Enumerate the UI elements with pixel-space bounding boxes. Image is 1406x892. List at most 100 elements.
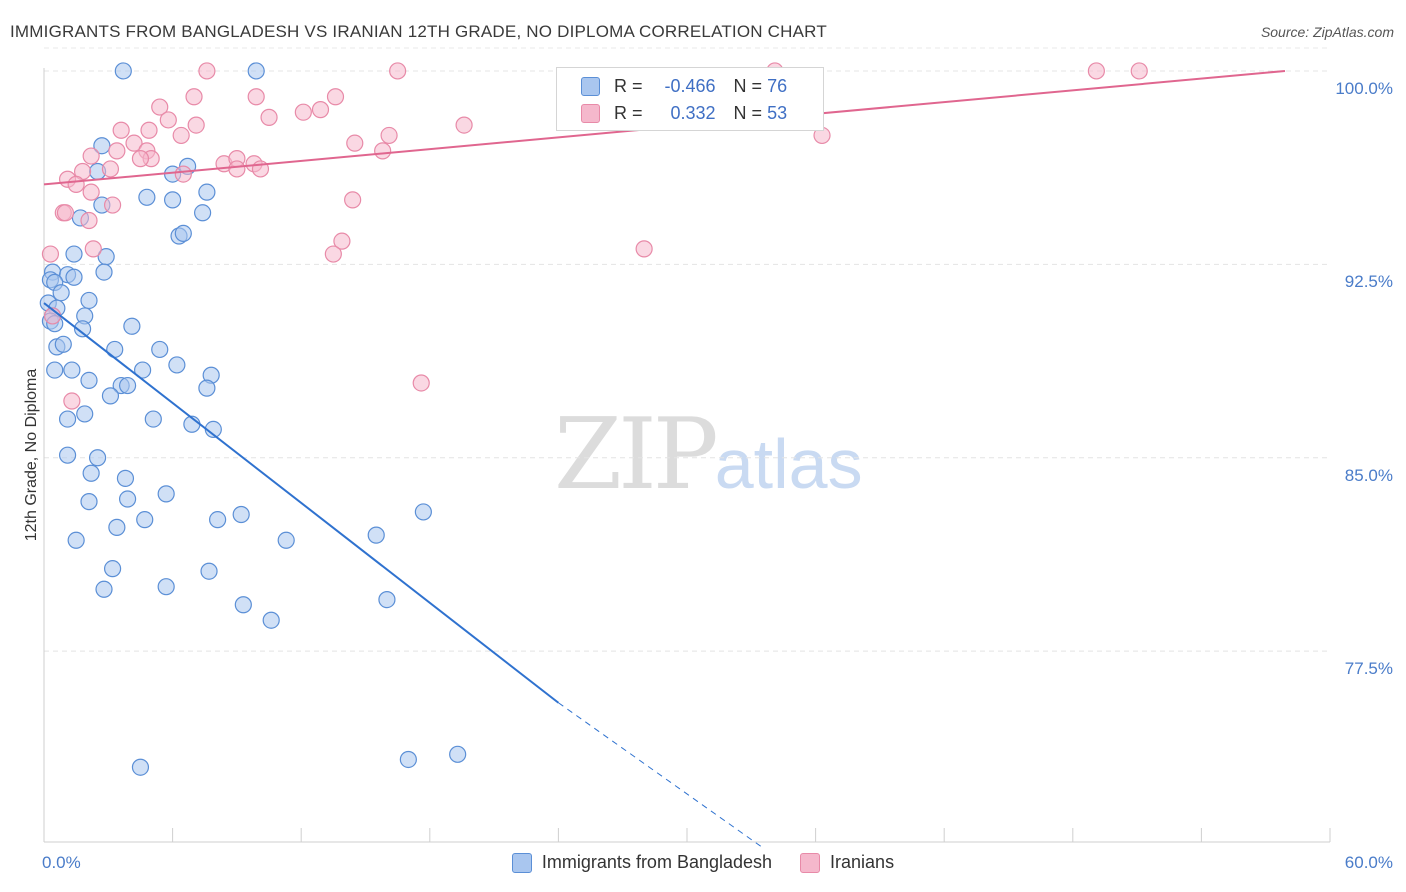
point-bangladesh: [116, 469, 135, 487]
stats-r-label: R =: [614, 102, 643, 123]
point-iranians: [82, 147, 100, 165]
series-bangladesh-points: [39, 62, 467, 776]
y-tick-label: 85.0%: [1344, 465, 1393, 485]
point-iranians: [228, 160, 246, 178]
point-bangladesh: [76, 405, 94, 423]
trend-line-bangladesh-extension: [558, 702, 763, 848]
point-iranians: [1087, 62, 1105, 80]
point-bangladesh: [114, 62, 132, 80]
point-bangladesh: [164, 191, 182, 209]
chart-title: IMMIGRANTS FROM BANGLADESH VS IRANIAN 12…: [10, 22, 827, 41]
point-iranians: [63, 392, 81, 410]
point-bangladesh: [95, 580, 113, 598]
point-iranians: [374, 142, 392, 160]
point-iranians: [151, 98, 169, 116]
point-bangladesh: [399, 750, 417, 769]
point-bangladesh: [378, 590, 396, 609]
point-iranians: [108, 142, 126, 160]
point-bangladesh: [234, 596, 252, 614]
point-bangladesh: [58, 410, 77, 428]
stats-swatch-bangladesh: [581, 76, 600, 96]
x-tick-max: 60.0%: [1344, 853, 1393, 872]
stats-r-value: -0.466: [664, 75, 716, 96]
legend-item-bangladesh: Immigrants from Bangladesh: [511, 852, 772, 873]
axes: [43, 68, 1331, 843]
point-bangladesh: [198, 183, 216, 201]
point-bangladesh: [123, 317, 141, 335]
point-bangladesh: [106, 340, 124, 359]
point-bangladesh: [414, 503, 432, 521]
point-bangladesh: [108, 518, 126, 536]
point-iranians: [174, 165, 192, 183]
watermark: ZIPatlas: [554, 398, 863, 512]
point-bangladesh: [198, 379, 216, 397]
point-iranians: [84, 240, 102, 258]
point-bangladesh: [63, 361, 81, 379]
legend-label-iranians: Iranians: [830, 852, 895, 872]
point-bangladesh: [52, 284, 70, 302]
y-axis-label: 12th Grade, No Diploma: [23, 368, 40, 542]
stats-swatch-iranians: [581, 103, 600, 123]
point-bangladesh: [103, 560, 122, 578]
point-bangladesh: [80, 493, 98, 511]
point-iranians: [455, 116, 473, 134]
y-tick-label: 100.0%: [1335, 78, 1393, 98]
legend-swatch-iranians: [800, 852, 821, 873]
point-bangladesh: [131, 758, 150, 776]
point-bangladesh: [144, 410, 162, 428]
point-iranians: [346, 134, 364, 152]
point-iranians: [82, 183, 100, 201]
point-bangladesh: [67, 531, 85, 549]
point-iranians: [187, 116, 205, 134]
point-iranians: [172, 126, 190, 145]
point-bangladesh: [133, 361, 152, 379]
point-iranians: [344, 191, 362, 209]
source-label: Source: ZipAtlas.com: [1260, 24, 1394, 40]
point-bangladesh: [151, 340, 169, 359]
point-iranians: [67, 175, 85, 194]
point-bangladesh: [65, 268, 83, 286]
stats-n-label: N =: [733, 102, 763, 123]
point-iranians: [131, 150, 150, 168]
point-bangladesh: [157, 578, 175, 596]
point-iranians: [294, 103, 312, 121]
point-iranians: [198, 62, 216, 80]
point-bangladesh: [247, 62, 265, 80]
point-bangladesh: [46, 361, 64, 379]
y-tick-label: 77.5%: [1344, 659, 1393, 679]
point-iranians: [185, 88, 203, 106]
stats-n-label: N =: [733, 75, 763, 96]
series-iranians-points: [41, 62, 1148, 410]
point-bangladesh: [168, 356, 186, 374]
x-tick-min: 0.0%: [42, 853, 81, 872]
point-bangladesh: [200, 562, 218, 580]
stats-row-iranians: R = 0.332 N = 53: [557, 99, 787, 127]
gridlines: [44, 47, 1330, 652]
watermark-zip: ZIP: [554, 398, 719, 512]
watermark-atlas: atlas: [714, 425, 863, 503]
trend-lines: [43, 69, 1286, 848]
point-iranians: [41, 245, 60, 263]
stats-r-label: R =: [614, 75, 643, 96]
point-iranians: [635, 240, 653, 258]
stats-row-bangladesh: R = -0.466 N = 76: [557, 72, 787, 100]
point-bangladesh: [262, 611, 280, 629]
point-bangladesh: [136, 511, 154, 529]
point-bangladesh: [80, 371, 98, 389]
point-bangladesh: [209, 511, 227, 529]
point-iranians: [260, 108, 278, 126]
point-bangladesh: [367, 526, 385, 544]
point-bangladesh: [118, 376, 137, 395]
y-tick-label: 92.5%: [1344, 272, 1393, 292]
point-bangladesh: [73, 320, 92, 338]
point-iranians: [326, 88, 345, 106]
point-iranians: [389, 62, 407, 80]
point-bangladesh: [82, 464, 100, 482]
point-iranians: [159, 111, 177, 129]
point-bangladesh: [194, 204, 212, 222]
point-iranians: [1130, 62, 1148, 80]
stats-n-value: 53: [767, 102, 788, 123]
stats-box: R = -0.466 N = 76 R = 0.332 N = 53: [556, 67, 824, 131]
stats-r-value: 0.332: [670, 102, 716, 123]
